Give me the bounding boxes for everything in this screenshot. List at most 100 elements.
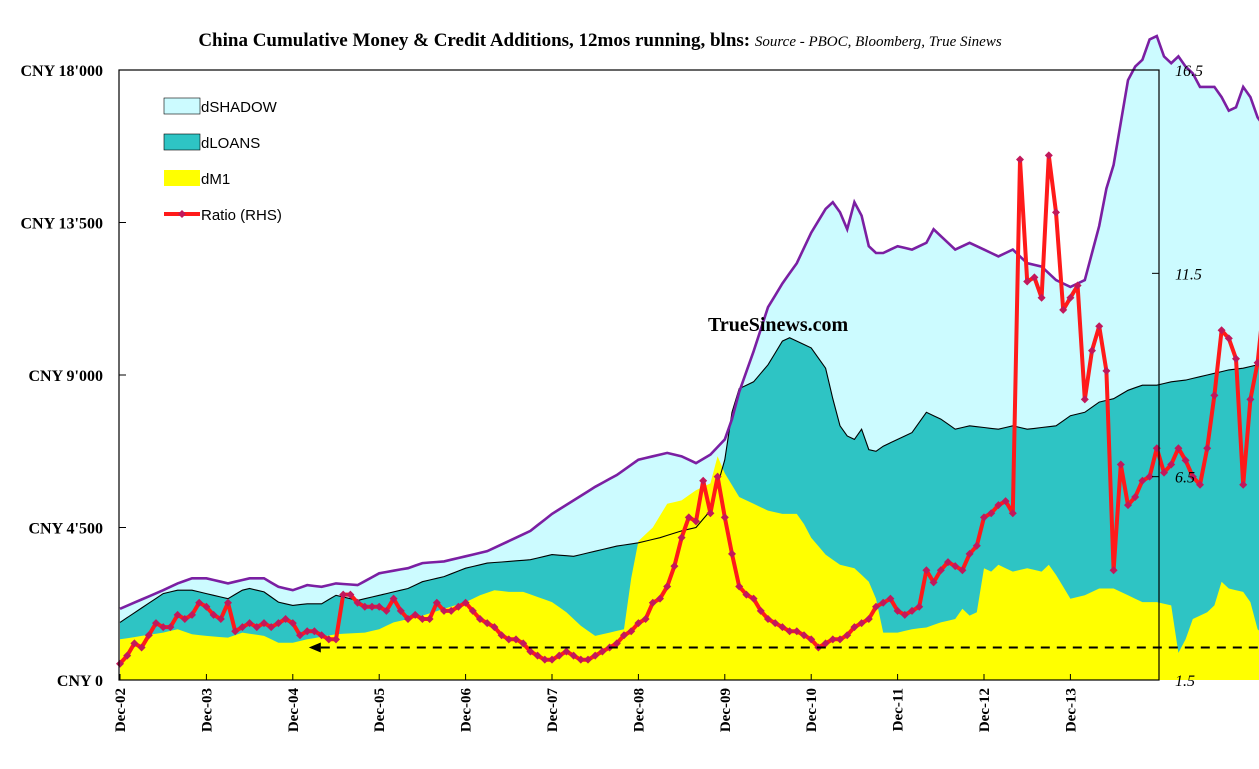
x-tick-label-0: Dec-02: [113, 688, 129, 732]
ratio-point-28: [317, 631, 326, 640]
ratio-point-11: [195, 598, 204, 607]
ratio-point-111: [915, 602, 924, 611]
x-tick-label-1: Dec-03: [199, 688, 215, 732]
ratio-point-13: [209, 610, 218, 619]
ratio-point-155: [1232, 354, 1240, 363]
ratio-point-150: [1196, 480, 1204, 489]
ratio-point-102: [850, 623, 859, 632]
ratio-point-158: [1253, 358, 1259, 367]
ratio-point-140: [1124, 501, 1132, 510]
ratio-point-101: [843, 631, 852, 640]
ratio-point-79: [684, 513, 693, 522]
ratio-point-108: [893, 606, 902, 615]
ratio-point-63: [569, 651, 578, 660]
y-right-tick-label-2: 11.5: [1175, 266, 1202, 283]
ratio-point-123: [1001, 497, 1010, 506]
ratio-point-30: [332, 635, 340, 644]
y-right-tick-label-1: 6.5: [1175, 470, 1195, 487]
ratio-point-12: [202, 602, 211, 611]
ratio-point-157: [1246, 395, 1255, 404]
ratio-point-133: [1073, 281, 1082, 290]
ratio-point-27: [310, 627, 319, 636]
ratio-point-84: [720, 513, 729, 522]
ratio-point-91: [771, 619, 780, 628]
ratio-point-51: [483, 619, 492, 628]
ratio-point-126: [1023, 277, 1032, 286]
ratio-point-37: [382, 606, 391, 615]
ratio-point-44: [432, 598, 441, 607]
ratio-point-36: [375, 602, 384, 611]
ratio-point-62: [562, 647, 571, 656]
line-dloans-top: [119, 337, 1259, 623]
ratio-point-85: [728, 549, 736, 558]
ratio-point-60: [548, 655, 556, 664]
ratio-point-120: [980, 513, 988, 522]
ratio-point-2: [130, 639, 139, 648]
ratio-point-72: [634, 619, 643, 628]
ratio-point-154: [1224, 334, 1233, 343]
ratio-point-122: [994, 501, 1003, 510]
ratio-point-106: [879, 598, 888, 607]
x-tick-label-11: Dec-13: [1063, 688, 1079, 732]
ratio-point-26: [303, 627, 312, 636]
ratio-point-47: [454, 602, 463, 611]
ratio-point-20: [260, 619, 268, 628]
ratio-point-49: [468, 606, 477, 615]
ratio-point-14: [216, 615, 225, 623]
ratio-point-66: [591, 651, 600, 660]
ratio-point-153: [1217, 326, 1226, 335]
ratio-point-82: [706, 509, 715, 518]
legend-swatch-loans: [163, 133, 201, 151]
ratio-point-34: [360, 602, 369, 611]
ratio-point-15: [224, 598, 232, 607]
legend-label-ratio: Ratio (RHS): [201, 207, 282, 224]
legend-marker-ratio: [178, 210, 186, 218]
ratio-point-116: [951, 562, 960, 571]
ratio-point-124: [1008, 509, 1017, 518]
ratio-point-90: [764, 615, 772, 623]
ratio-point-118: [965, 549, 974, 558]
chart-source: Source - PBOC, Bloomberg, True Sinews: [754, 34, 1002, 50]
ratio-point-31: [339, 590, 348, 599]
ratio-point-6: [159, 623, 168, 632]
ratio-point-81: [699, 476, 708, 485]
ratio-point-53: [497, 631, 506, 640]
ratio-point-83: [713, 472, 722, 481]
ratio-point-136: [1095, 322, 1104, 331]
ratio-point-5: [152, 619, 160, 628]
legend-swatch-shadow: [163, 97, 201, 115]
ratio-point-149: [1188, 472, 1197, 481]
ratio-point-7: [166, 623, 175, 632]
legend-label-m1: dM1: [201, 171, 230, 188]
x-tick-label-9: Dec-11: [891, 688, 907, 731]
ratio-point-103: [857, 619, 866, 628]
watermark: TrueSinews.com: [708, 314, 849, 336]
ratio-point-17: [238, 623, 247, 632]
y-left-tick-label-2: CNY 9'000: [28, 368, 103, 385]
ratio-point-78: [677, 533, 686, 542]
y-left-tick-label-0: CNY 0: [57, 673, 103, 690]
ratio-point-94: [792, 627, 801, 636]
ratio-point-125: [1016, 155, 1024, 164]
ratio-point-64: [576, 655, 585, 664]
ratio-point-110: [908, 606, 916, 615]
ratio-point-127: [1030, 273, 1039, 282]
ratio-point-67: [598, 647, 607, 656]
ratio-point-135: [1088, 346, 1096, 355]
x-tick-label-7: Dec-09: [718, 688, 734, 732]
ratio-point-147: [1174, 444, 1183, 453]
ratio-point-45: [440, 606, 448, 615]
ratio-point-89: [756, 606, 765, 615]
ratio-point-9: [180, 615, 189, 623]
ratio-point-100: [836, 635, 844, 644]
ratio-point-119: [972, 541, 981, 550]
ratio-point-95: [800, 631, 808, 640]
reference-arrowhead-left: [308, 642, 321, 653]
ratio-point-96: [807, 635, 816, 644]
ratio-point-52: [490, 623, 499, 632]
y-left-tick-label-1: CNY 4'500: [28, 521, 103, 538]
ratio-point-87: [742, 590, 751, 599]
ratio-point-142: [1138, 476, 1147, 485]
y-left-tick-label-4: CNY 18'000: [20, 63, 103, 80]
